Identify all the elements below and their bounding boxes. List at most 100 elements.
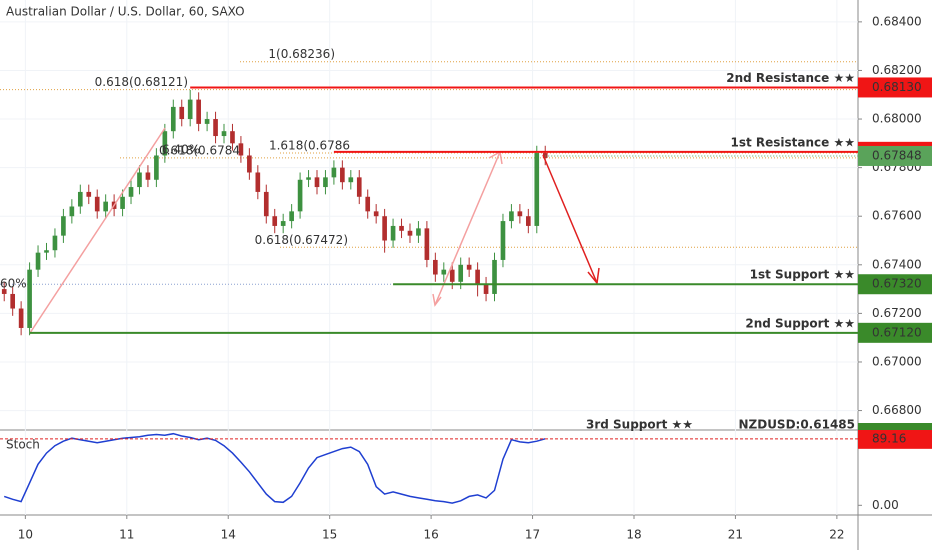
- level-label: 0.67320: [872, 277, 922, 291]
- candle-body: [18, 308, 24, 328]
- candle-body: [407, 230, 413, 236]
- candle-body: [399, 225, 404, 231]
- candle-body: [247, 155, 252, 173]
- trend-arrow: [434, 151, 501, 306]
- y-tick-label: 0.00: [872, 498, 899, 512]
- candle-body: [500, 221, 506, 260]
- level-label: 0.67120: [872, 325, 922, 339]
- y-tick-label: 0.66800: [872, 403, 922, 417]
- candle-body: [10, 293, 16, 309]
- y-tick-label: 0.68400: [872, 14, 922, 28]
- candle-body: [517, 211, 523, 217]
- last-price-box: [858, 145, 932, 166]
- candle-body: [331, 167, 337, 178]
- candle-body: [272, 216, 278, 226]
- y-tick-label: 0.67200: [872, 306, 922, 320]
- candle-body: [289, 211, 294, 222]
- candle-body: [154, 155, 159, 180]
- candle-body: [255, 172, 261, 192]
- third-support: 3rd Support ★★: [586, 418, 693, 432]
- level-box: [858, 423, 932, 430]
- candle-body: [170, 106, 176, 132]
- candle-body: [238, 143, 244, 156]
- candle-body: [297, 179, 303, 212]
- candle-body: [314, 177, 320, 188]
- candle-body: [145, 172, 151, 180]
- x-tick-label: 17: [525, 528, 540, 542]
- stoch-last-label: 89.16: [872, 431, 906, 445]
- x-tick-label: 16: [423, 528, 438, 542]
- candle-body: [179, 106, 185, 120]
- arrow-head: [587, 267, 600, 285]
- candle-body: [340, 167, 345, 183]
- candle-body: [348, 177, 354, 183]
- last-price-label: 0.67848: [872, 148, 922, 162]
- x-tick-label: 10: [18, 528, 33, 542]
- candle-body: [263, 191, 269, 217]
- x-tick-label: 14: [221, 528, 236, 542]
- level-name: 1st Resistance ★★: [730, 135, 855, 149]
- candle-body: [483, 284, 489, 294]
- level-box: [858, 274, 932, 295]
- level-label: 0.68130: [872, 80, 922, 94]
- candle-body: [137, 172, 142, 188]
- candle-body: [230, 131, 235, 144]
- x-tick-label: 22: [829, 528, 844, 542]
- candle-body: [77, 191, 83, 207]
- candle-body: [534, 153, 540, 226]
- candle-body: [44, 250, 49, 253]
- candle-body: [187, 99, 193, 120]
- projection-arrow: [542, 154, 598, 284]
- level-name: 1st Support ★★: [750, 268, 855, 282]
- candle-body: [323, 177, 328, 188]
- candle-body: [94, 196, 100, 212]
- candle-body: [356, 177, 362, 197]
- candle-body: [213, 119, 218, 137]
- candle-body: [221, 131, 227, 137]
- candle-body: [458, 264, 464, 282]
- fib-label: 0.618(0.6784: [159, 143, 240, 157]
- y-tick-label: 0.67600: [872, 209, 922, 223]
- y-tick-label: 0.68200: [872, 63, 922, 77]
- candle-body: [86, 191, 92, 197]
- fib-label: 0.618(0.67472): [255, 233, 348, 247]
- symbol-title: Australian Dollar / U.S. Dollar, 60, SAX…: [6, 5, 245, 19]
- level-box: [858, 322, 932, 343]
- candle-body: [61, 216, 66, 236]
- candle-body: [196, 99, 201, 124]
- annotation: 6.40%: [162, 142, 200, 156]
- y-tick-label: 0.68000: [872, 112, 922, 126]
- candle-body: [280, 221, 286, 226]
- candle-body: [128, 187, 134, 197]
- level-name: 2nd Support ★★: [745, 316, 855, 330]
- candle-body: [35, 252, 41, 270]
- candle-body: [390, 225, 396, 241]
- candle-body: [306, 177, 311, 180]
- candle-body: [509, 211, 514, 222]
- trend-line: [29, 127, 166, 334]
- candle-body: [449, 269, 455, 282]
- candle-body: [162, 131, 168, 156]
- annotation: 60%: [0, 277, 27, 291]
- compare-symbol: NZDUSD:0.61485: [738, 418, 855, 432]
- candle-body: [1, 289, 7, 294]
- candle-body: [416, 228, 421, 236]
- candle-body: [475, 269, 480, 285]
- fib-label: 1(0.68236): [268, 47, 335, 61]
- candle-body: [441, 269, 447, 275]
- candle-body: [69, 206, 75, 217]
- stoch-label: Stoch: [6, 438, 40, 452]
- fib-label: 0.618(0.68121): [95, 75, 188, 89]
- candle-body: [382, 216, 387, 241]
- candle-body: [204, 119, 210, 124]
- candle-body: [365, 196, 371, 212]
- stoch-line: [3, 432, 546, 504]
- x-tick-label: 21: [728, 528, 743, 542]
- level-box: [858, 77, 932, 98]
- candle-body: [52, 235, 58, 251]
- candle-body: [120, 196, 125, 209]
- level-name: 2nd Resistance ★★: [726, 71, 855, 85]
- plot: [0, 0, 858, 515]
